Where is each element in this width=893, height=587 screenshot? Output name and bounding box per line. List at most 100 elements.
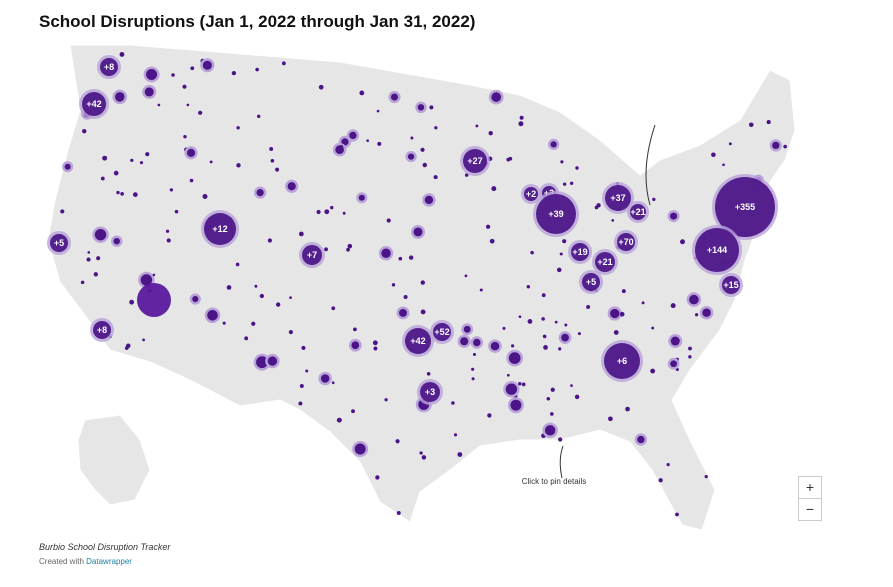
dot	[281, 61, 286, 66]
bubble	[137, 283, 171, 317]
dot	[202, 194, 208, 199]
dot	[269, 147, 274, 151]
dot	[190, 66, 195, 71]
dot	[433, 175, 438, 180]
dot	[324, 247, 328, 252]
dot	[142, 338, 145, 342]
dot	[542, 334, 547, 339]
dot	[124, 346, 129, 350]
dot	[287, 182, 296, 191]
dot	[60, 209, 65, 214]
dot	[384, 398, 388, 402]
dot	[145, 152, 150, 157]
marker: +144	[692, 225, 742, 275]
dot	[209, 160, 213, 164]
dot	[87, 251, 91, 254]
dot	[351, 409, 355, 414]
dot	[471, 367, 475, 371]
marker-label: +144	[707, 245, 727, 255]
dot	[748, 122, 754, 128]
dot	[608, 416, 613, 422]
dot	[94, 228, 107, 241]
dot	[575, 166, 579, 170]
marker-label: +21	[630, 207, 645, 217]
zoom-control: + −	[798, 476, 822, 521]
dot	[526, 285, 531, 289]
dot	[398, 256, 403, 261]
dot	[451, 401, 455, 405]
marker: +42	[402, 325, 434, 357]
credit-prefix: Created with	[39, 557, 84, 566]
dot	[491, 92, 502, 102]
dot	[464, 274, 468, 278]
marker-label: +15	[723, 280, 738, 290]
dot	[144, 87, 154, 97]
dot	[554, 320, 558, 324]
marker-label: +8	[97, 325, 107, 335]
dot	[489, 238, 495, 244]
dot	[675, 512, 679, 517]
dot	[64, 163, 71, 170]
dot	[688, 355, 692, 359]
zoom-in[interactable]: +	[805, 479, 815, 495]
dot	[366, 139, 370, 143]
dot	[113, 170, 119, 176]
dot	[267, 356, 278, 366]
dot	[550, 141, 557, 148]
dot	[569, 181, 574, 185]
marker: +12	[201, 210, 239, 248]
credit-link[interactable]: Datawrapper	[86, 557, 132, 566]
dot	[275, 167, 280, 172]
dot	[100, 176, 105, 181]
dot	[353, 327, 357, 332]
dot	[711, 152, 716, 158]
dot	[259, 293, 265, 299]
dot	[621, 289, 626, 294]
marker-bubble	[722, 276, 740, 294]
dot	[783, 144, 787, 149]
dot	[596, 203, 601, 208]
marker: +52	[430, 320, 454, 344]
dot	[543, 345, 548, 350]
dot	[475, 124, 479, 128]
dot	[187, 148, 196, 157]
dot	[342, 211, 346, 215]
marker-label: +39	[548, 209, 563, 219]
marker-bubble	[604, 343, 640, 379]
dot	[399, 308, 407, 317]
dot	[395, 439, 400, 444]
dot	[518, 315, 522, 319]
dot	[403, 294, 408, 299]
dot	[391, 283, 396, 287]
dot	[417, 104, 425, 111]
zoom-out[interactable]: −	[799, 498, 821, 520]
marker-bubble	[420, 382, 440, 402]
marker: +27	[460, 146, 490, 176]
dot	[270, 158, 275, 163]
dot	[331, 306, 336, 311]
dot	[257, 114, 261, 118]
dot	[256, 188, 264, 197]
dot	[339, 144, 344, 149]
marker: +15	[719, 273, 743, 297]
dot	[541, 317, 545, 321]
dot	[96, 256, 101, 261]
marker-bubble	[204, 213, 236, 245]
dot	[381, 248, 391, 258]
dot	[421, 455, 427, 460]
dot	[670, 303, 676, 309]
dot	[518, 121, 524, 127]
dot	[372, 340, 378, 346]
dot	[275, 302, 281, 307]
marker: +39	[533, 191, 579, 237]
marker: +3	[417, 379, 443, 405]
dot	[80, 280, 85, 285]
marker-label: +5	[586, 277, 596, 287]
dot	[192, 295, 199, 303]
dot	[420, 309, 426, 315]
dot	[637, 435, 645, 444]
dot	[625, 406, 630, 412]
title: School Disruptions (Jan 1, 2022 through …	[39, 12, 476, 31]
dot	[396, 510, 401, 515]
dot	[558, 437, 563, 442]
